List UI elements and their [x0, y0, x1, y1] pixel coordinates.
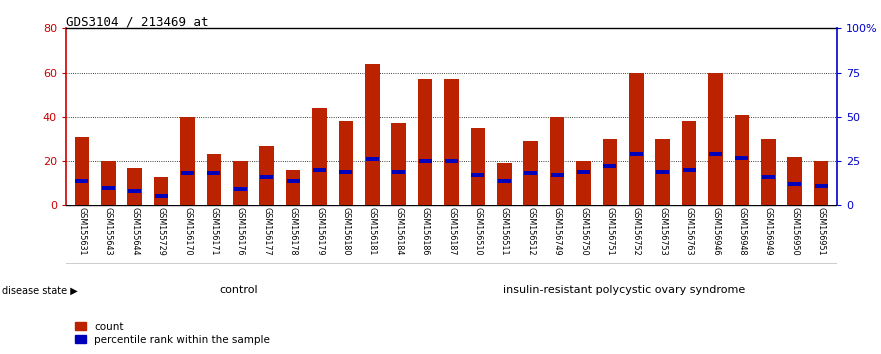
- Bar: [102, 185, 115, 190]
- Bar: [655, 139, 670, 205]
- Bar: [444, 79, 459, 205]
- Text: GSM156179: GSM156179: [315, 207, 324, 256]
- Text: control: control: [219, 285, 258, 295]
- Text: GSM155729: GSM155729: [157, 207, 166, 256]
- Bar: [76, 178, 88, 183]
- Bar: [259, 145, 274, 205]
- Bar: [391, 124, 406, 205]
- Bar: [75, 137, 89, 205]
- Bar: [603, 164, 617, 169]
- Bar: [629, 73, 644, 205]
- Text: GSM156170: GSM156170: [183, 207, 192, 256]
- Bar: [181, 117, 195, 205]
- Bar: [260, 175, 273, 179]
- Text: GDS3104 / 213469_at: GDS3104 / 213469_at: [66, 15, 209, 28]
- Bar: [551, 173, 564, 177]
- Bar: [154, 194, 167, 199]
- Bar: [576, 161, 591, 205]
- Bar: [392, 170, 405, 174]
- Text: GSM156181: GSM156181: [367, 207, 377, 256]
- Bar: [682, 121, 696, 205]
- Bar: [312, 108, 327, 205]
- Text: disease state ▶: disease state ▶: [2, 285, 78, 295]
- Bar: [523, 141, 538, 205]
- Bar: [815, 184, 827, 188]
- Bar: [708, 73, 722, 205]
- Bar: [709, 152, 722, 156]
- Bar: [550, 117, 565, 205]
- Bar: [762, 175, 775, 179]
- Text: GSM156180: GSM156180: [342, 207, 351, 256]
- Text: GSM156949: GSM156949: [764, 207, 773, 256]
- Bar: [233, 161, 248, 205]
- Bar: [683, 168, 696, 172]
- Bar: [313, 168, 326, 172]
- Text: GSM155643: GSM155643: [104, 207, 113, 256]
- Bar: [814, 161, 828, 205]
- Bar: [445, 159, 458, 163]
- Bar: [418, 79, 433, 205]
- Text: GSM156177: GSM156177: [263, 207, 271, 256]
- Bar: [735, 115, 749, 205]
- Text: GSM156763: GSM156763: [685, 207, 693, 256]
- Bar: [524, 171, 537, 176]
- Bar: [788, 182, 801, 186]
- Bar: [207, 154, 221, 205]
- Bar: [128, 168, 142, 205]
- Bar: [788, 156, 802, 205]
- Text: GSM155631: GSM155631: [78, 207, 86, 256]
- Text: GSM156511: GSM156511: [500, 207, 509, 256]
- Bar: [181, 171, 194, 176]
- Bar: [101, 161, 115, 205]
- Text: GSM156752: GSM156752: [632, 207, 640, 256]
- Bar: [207, 171, 220, 176]
- Text: GSM156176: GSM156176: [236, 207, 245, 256]
- Bar: [498, 178, 511, 183]
- Text: GSM156951: GSM156951: [817, 207, 825, 256]
- Text: GSM156510: GSM156510: [473, 207, 483, 256]
- Bar: [577, 170, 590, 174]
- Bar: [497, 163, 512, 205]
- Legend: count, percentile rank within the sample: count, percentile rank within the sample: [71, 317, 274, 349]
- Bar: [736, 155, 749, 160]
- Text: GSM156753: GSM156753: [658, 207, 667, 256]
- Text: GSM156750: GSM156750: [579, 207, 588, 256]
- Text: GSM156751: GSM156751: [605, 207, 614, 256]
- Bar: [761, 139, 775, 205]
- Bar: [128, 189, 141, 193]
- Bar: [233, 187, 247, 192]
- Bar: [285, 170, 300, 205]
- Bar: [471, 173, 485, 177]
- Text: GSM156512: GSM156512: [526, 207, 536, 256]
- Bar: [154, 177, 168, 205]
- Text: GSM156178: GSM156178: [289, 207, 298, 256]
- Bar: [366, 157, 379, 161]
- Text: GSM156171: GSM156171: [210, 207, 218, 256]
- Bar: [339, 170, 352, 174]
- Text: GSM156184: GSM156184: [394, 207, 403, 256]
- Bar: [365, 64, 380, 205]
- Text: GSM156186: GSM156186: [420, 207, 430, 256]
- Bar: [656, 170, 670, 174]
- Bar: [470, 128, 485, 205]
- Text: GSM156948: GSM156948: [737, 207, 746, 256]
- Bar: [603, 139, 618, 205]
- Text: GSM156749: GSM156749: [552, 207, 561, 256]
- Text: GSM156187: GSM156187: [447, 207, 456, 256]
- Text: GSM156946: GSM156946: [711, 207, 720, 256]
- Bar: [630, 152, 643, 156]
- Text: insulin-resistant polycystic ovary syndrome: insulin-resistant polycystic ovary syndr…: [503, 285, 745, 295]
- Text: GSM155644: GSM155644: [130, 207, 139, 256]
- Bar: [418, 159, 432, 163]
- Bar: [338, 121, 353, 205]
- Bar: [286, 178, 300, 183]
- Text: GSM156950: GSM156950: [790, 207, 799, 256]
